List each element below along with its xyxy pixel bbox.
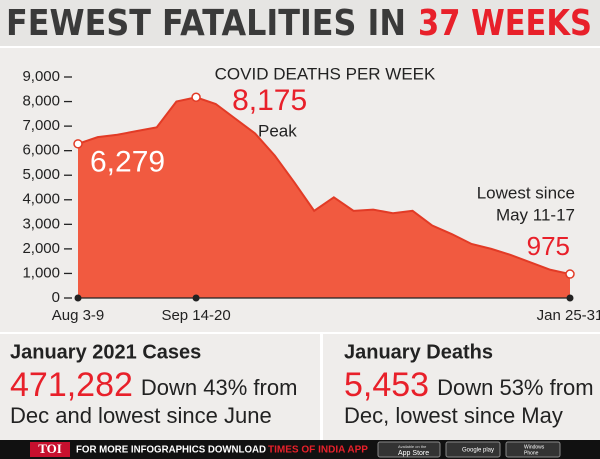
y-tick-label: 7,000 — [22, 117, 60, 134]
point-marker — [191, 92, 201, 103]
y-tick-label: 3,000 — [22, 215, 60, 232]
badge[interactable] — [505, 441, 561, 458]
annotation: May 11-17 — [496, 205, 575, 224]
y-tick-label: 5,000 — [22, 166, 60, 183]
panel-figure: 471,282 — [10, 366, 133, 404]
x-tick-dot — [192, 294, 200, 302]
brand: TOI — [38, 441, 62, 456]
badge-text: Phone — [524, 450, 539, 456]
y-tick-label: 4,000 — [22, 191, 60, 208]
panel-title: January 2021 Cases — [10, 341, 201, 363]
panel-title: January Deaths — [344, 341, 493, 363]
value-label: 6,279 — [90, 146, 165, 179]
y-tick-label: 6,000 — [22, 142, 60, 159]
badge-text: Windows — [524, 444, 545, 450]
badge-text: App Store — [398, 450, 429, 457]
x-tick-label: Aug 3-9 — [52, 307, 105, 324]
x-tick-label: Sep 14-20 — [161, 307, 230, 324]
panel — [323, 334, 600, 440]
panel-text: Down 43% from — [141, 375, 298, 400]
badge-text: Google play — [462, 448, 494, 454]
x-tick-label: Jan 25-31 — [537, 307, 600, 324]
chart: 0 1,000 2,000 3,000 4,000 5,000 6,000 7,000 8,00… — [22, 68, 600, 324]
area — [78, 97, 570, 298]
panel-text: Dec, lowest since May — [344, 403, 563, 428]
y-tick-label: 9,000 — [22, 68, 60, 85]
y-tick-label: 0 — [52, 289, 60, 306]
annotation: Peak — [258, 121, 297, 140]
y-tick-label: 8,000 — [22, 93, 60, 110]
badge[interactable] — [445, 441, 501, 458]
x-tick-dot — [74, 294, 82, 302]
y-tick-label: 1,000 — [22, 264, 60, 281]
brand-box — [30, 442, 70, 457]
footer-app: TIMES OF INDIA APP — [268, 445, 368, 456]
footer-text: FOR MORE INFOGRAPHICS DOWNLOAD — [76, 445, 266, 456]
value-label: 8,175 — [232, 84, 307, 117]
title: FEWEST FATALITIES IN — [6, 3, 406, 44]
panel-text: Dec and lowest since June — [10, 403, 272, 428]
chart-title: COVID DEATHS PER WEEK — [215, 64, 436, 83]
x-tick-dot — [566, 294, 574, 302]
title-highlight: 37 WEEKS — [418, 3, 592, 44]
panel-text: Down 53% from — [437, 375, 594, 400]
y-tick-label: 2,000 — [22, 240, 60, 257]
badge[interactable] — [377, 441, 441, 458]
panel — [0, 334, 320, 440]
panels: January 2021 Cases 471,282 Down 43% from De… — [10, 341, 594, 428]
value-label: 975 — [527, 231, 570, 261]
line — [77, 96, 571, 276]
panel-figure: 5,453 — [344, 366, 429, 404]
title-band — [0, 0, 600, 46]
point-marker — [73, 139, 83, 149]
badge-text: Available on the — [398, 444, 427, 449]
point-marker — [565, 269, 575, 279]
annotation: Lowest since — [477, 183, 575, 202]
